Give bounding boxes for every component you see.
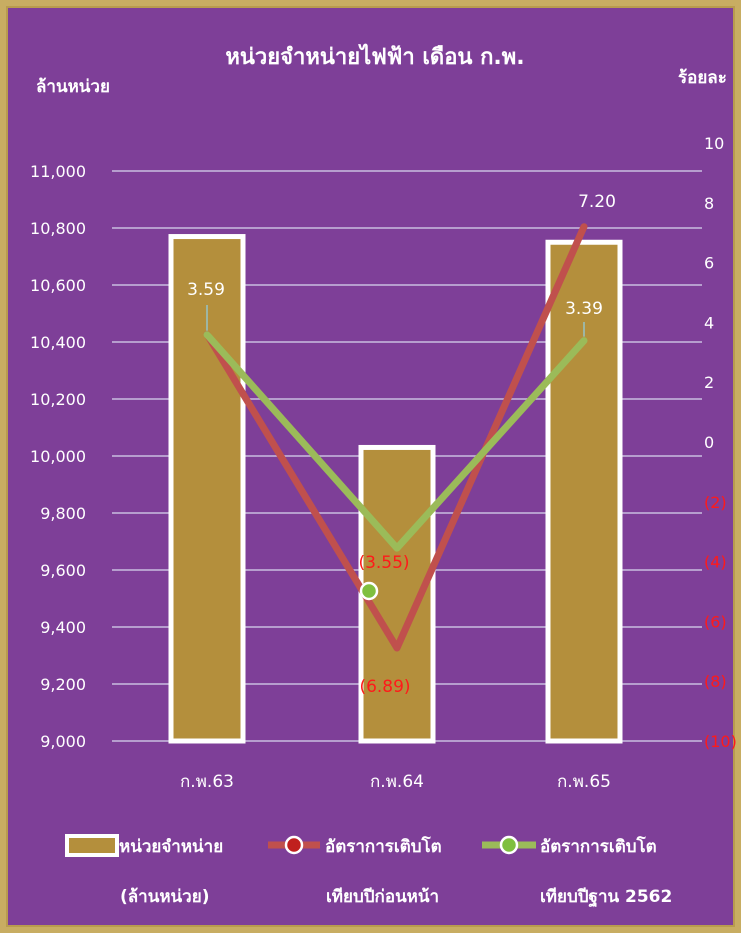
y-tick-label: 10,800 bbox=[30, 219, 86, 238]
data-label: 3.59 bbox=[187, 280, 225, 300]
y-tick-label: 9,000 bbox=[40, 732, 86, 751]
y-tick-label: 9,400 bbox=[40, 618, 86, 637]
y-tick-label: 10,000 bbox=[30, 447, 86, 466]
y-tick-label: 10,600 bbox=[30, 276, 86, 295]
data-label: 7.20 bbox=[578, 192, 616, 212]
legend-marker bbox=[284, 835, 304, 855]
legend-label: เทียบปีฐาน 2562 bbox=[540, 886, 672, 908]
series-line bbox=[203, 331, 588, 552]
y2-tick-label: (6) bbox=[704, 612, 727, 631]
legend-label: หน่วยจำหน่าย bbox=[119, 837, 223, 857]
legend-marker bbox=[499, 835, 519, 855]
data-label: 3.39 bbox=[565, 299, 603, 319]
y-tick-label: 9,600 bbox=[40, 561, 86, 580]
legend-label: เทียบปีก่อนหน้า bbox=[326, 886, 439, 907]
data-label: (6.89) bbox=[359, 677, 410, 697]
legend: หน่วยจำหน่าย (ล้านหน่วย) อัตราการเติบโตเที… bbox=[65, 834, 672, 908]
y-tick-label: 10,200 bbox=[30, 390, 86, 409]
category-labels: ก.พ.63 ก.พ.64 ก.พ.65 bbox=[180, 772, 611, 792]
chart-title: หน่วยจำหน่ายไฟฟ้า เดือน ก.พ. bbox=[225, 43, 524, 70]
point-marker bbox=[359, 581, 379, 601]
y2-tick-label: (10) bbox=[704, 732, 737, 751]
y-tick-label: 9,800 bbox=[40, 504, 86, 523]
y2-axis-title: ร้อยละ bbox=[678, 68, 727, 88]
data-label: (3.55) bbox=[358, 553, 409, 573]
category-label: ก.พ.64 bbox=[370, 772, 424, 792]
data-labels: 3.59 (3.55) 3.39 (6.89) 7.20 bbox=[187, 192, 616, 697]
y2-tick-label: 0 bbox=[704, 433, 714, 452]
y2-axis-ticks: (10) (8) (6) (4) (2) 0 2 4 6 8 10 bbox=[704, 134, 737, 751]
y2-tick-label: 8 bbox=[704, 194, 714, 213]
y2-tick-label: 6 bbox=[704, 254, 714, 273]
y-axis-ticks: 9,000 9,200 9,400 9,600 9,800 10,000 10,200 10,… bbox=[30, 162, 86, 751]
y2-tick-label: 10 bbox=[704, 134, 724, 153]
y-tick-label: 11,000 bbox=[30, 162, 86, 181]
legend-label: อัตราการเติบโต bbox=[325, 836, 442, 857]
y2-tick-label: 4 bbox=[704, 313, 714, 332]
category-label: ก.พ.63 bbox=[180, 772, 234, 792]
line-series bbox=[203, 223, 588, 652]
y2-tick-label: (4) bbox=[704, 553, 727, 572]
y-tick-label: 10,400 bbox=[30, 333, 86, 352]
series-line bbox=[203, 223, 588, 652]
bar-series bbox=[168, 234, 623, 744]
y-axis-title: ล้านหน่วย bbox=[36, 77, 110, 97]
y2-tick-label: 2 bbox=[704, 373, 714, 392]
legend-label: อัตราการเติบโต bbox=[540, 836, 657, 857]
category-label: ก.พ.65 bbox=[557, 772, 611, 792]
legend-label: (ล้านหน่วย) bbox=[120, 887, 209, 907]
y2-tick-label: (8) bbox=[704, 672, 727, 691]
y-tick-label: 9,200 bbox=[40, 675, 86, 694]
y2-tick-label: (2) bbox=[704, 493, 727, 512]
legend-swatch-bar bbox=[65, 834, 119, 857]
